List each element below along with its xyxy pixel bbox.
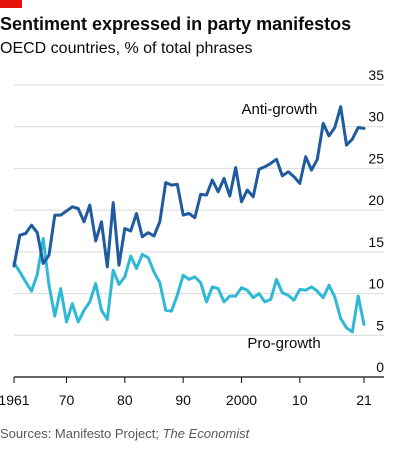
x-tick-label-1970: 70: [59, 392, 75, 408]
x-tick-label-1980: 80: [117, 392, 133, 408]
chart-title: Sentiment expressed in party manifestos: [0, 14, 352, 34]
chart-subtitle: OECD countries, % of total phrases: [0, 40, 253, 57]
y-tick-label-30: 30: [368, 109, 384, 125]
brand-accent-bar: [0, 0, 22, 8]
y-tick-label-10: 10: [368, 276, 384, 292]
x-tick-label-2000: 2000: [226, 392, 257, 408]
x-tick-label-1961: 1961: [0, 392, 30, 408]
y-tick-label-25: 25: [368, 150, 384, 166]
y-tick-label-15: 15: [368, 234, 384, 250]
series-label-pro-growth: Pro-growth: [247, 335, 320, 352]
y-tick-label-0: 0: [376, 359, 384, 375]
y-tick-label-20: 20: [368, 192, 384, 208]
x-tick-label-1990: 90: [175, 392, 191, 408]
y-tick-label-35: 35: [368, 67, 384, 83]
series-line-anti-growth: [12, 105, 366, 269]
source-publication: The Economist: [162, 426, 250, 441]
x-tick-label-2010: 10: [292, 392, 308, 408]
source-note: Sources: Manifesto Project; The Economis…: [0, 426, 249, 441]
series-line-pro-growth: [12, 237, 366, 334]
y-tick-label-5: 5: [376, 317, 384, 333]
series-label-anti-growth: Anti-growth: [242, 101, 318, 118]
source-prefix: Sources: Manifesto Project;: [0, 426, 163, 441]
x-tick-label-2021: 21: [356, 392, 372, 408]
